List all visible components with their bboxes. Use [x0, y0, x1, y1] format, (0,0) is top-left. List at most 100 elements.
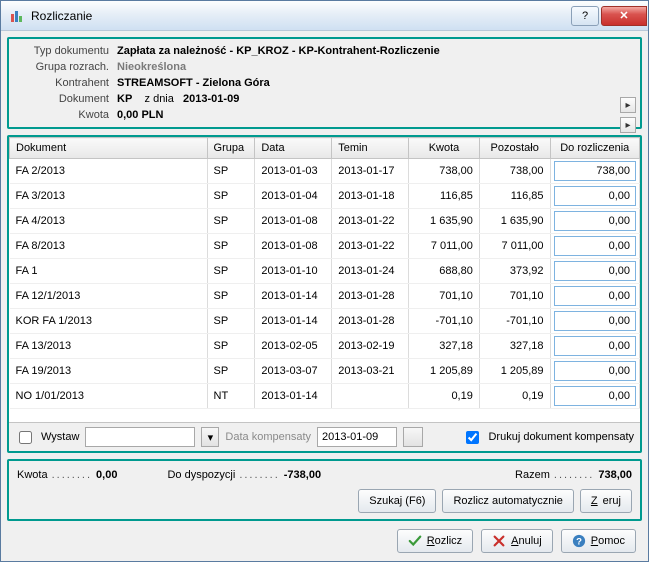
drukuj-checkbox[interactable]	[466, 431, 479, 444]
table-row[interactable]: FA 1SP2013-01-102013-01-24688,80373,92	[10, 259, 640, 284]
lbl-dokument: Dokument	[17, 93, 117, 105]
close-button[interactable]: ✕	[601, 6, 647, 26]
side-arrow-top[interactable]: ▸	[620, 97, 636, 113]
cancel-icon	[492, 534, 506, 548]
cell-kwota: 1 205,89	[409, 359, 480, 384]
col-termin[interactable]: Temin	[332, 138, 409, 159]
table-row[interactable]: FA 2/2013SP2013-01-032013-01-17738,00738…	[10, 159, 640, 184]
check-icon	[408, 534, 422, 548]
cell-kwota: 0,19	[409, 384, 480, 409]
cell-data: 2013-01-03	[255, 159, 332, 184]
data-komp-input[interactable]	[317, 427, 397, 447]
options-panel: Wystaw ▾ Data kompensaty Drukuj dokument…	[9, 422, 640, 451]
col-dorozl[interactable]: Do rozliczenia	[550, 138, 639, 159]
wystaw-checkbox[interactable]	[19, 431, 32, 444]
cell-pozostalo: 1 635,90	[479, 209, 550, 234]
cell-grupa: SP	[207, 309, 255, 334]
cell-grupa: SP	[207, 159, 255, 184]
col-data[interactable]: Data	[255, 138, 332, 159]
cell-grupa: NT	[207, 384, 255, 409]
table-row[interactable]: FA 13/2013SP2013-02-052013-02-19327,1832…	[10, 334, 640, 359]
wystaw-input[interactable]	[85, 427, 195, 447]
table-row[interactable]: FA 3/2013SP2013-01-042013-01-18116,85116…	[10, 184, 640, 209]
rozlicz-button[interactable]: Rozlicz	[397, 529, 473, 553]
cell-grupa: SP	[207, 234, 255, 259]
pomoc-button[interactable]: ? Pomoc	[561, 529, 636, 553]
cell-dorozl	[550, 209, 639, 234]
app-icon	[9, 8, 25, 24]
cell-dorozl	[550, 259, 639, 284]
cell-data: 2013-01-04	[255, 184, 332, 209]
cell-pozostalo: 7 011,00	[479, 234, 550, 259]
data-komp-picker-button[interactable]	[403, 427, 423, 447]
col-dokument[interactable]: Dokument	[10, 138, 208, 159]
sum-kwota-label: Kwota	[17, 469, 48, 481]
zeruj-button[interactable]: Zeruj	[580, 489, 632, 513]
table-row[interactable]: FA 12/1/2013SP2013-01-142013-01-28701,10…	[10, 284, 640, 309]
lbl-kontrahent: Kontrahent	[17, 77, 117, 89]
col-kwota[interactable]: Kwota	[409, 138, 480, 159]
table-row[interactable]: FA 19/2013SP2013-03-072013-03-211 205,89…	[10, 359, 640, 384]
cell-termin: 2013-01-28	[332, 284, 409, 309]
dorozl-input[interactable]	[554, 386, 636, 406]
cell-dokument: FA 2/2013	[10, 159, 208, 184]
dorozl-input[interactable]	[554, 261, 636, 281]
help-button[interactable]: ?	[571, 6, 599, 26]
val-dokument: KP z dnia 2013-01-09	[117, 93, 632, 105]
cell-data: 2013-01-08	[255, 209, 332, 234]
table-row[interactable]: KOR FA 1/2013SP2013-01-142013-01-28-701,…	[10, 309, 640, 334]
cell-kwota: 7 011,00	[409, 234, 480, 259]
table-row[interactable]: FA 8/2013SP2013-01-082013-01-227 011,007…	[10, 234, 640, 259]
rozlicz-auto-button[interactable]: Rozlicz automatycznie	[442, 489, 573, 513]
cell-grupa: SP	[207, 359, 255, 384]
cell-dorozl	[550, 234, 639, 259]
anuluj-rest: nuluj	[519, 535, 542, 547]
cell-grupa: SP	[207, 259, 255, 284]
table-row[interactable]: FA 4/2013SP2013-01-082013-01-221 635,901…	[10, 209, 640, 234]
cell-pozostalo: 0,19	[479, 384, 550, 409]
help-icon: ?	[572, 534, 586, 548]
dialog-window: Rozliczanie ? ✕ Typ dokumentu Zapłata za…	[0, 0, 649, 562]
cell-dorozl	[550, 334, 639, 359]
cell-termin: 2013-01-24	[332, 259, 409, 284]
cell-data: 2013-02-05	[255, 334, 332, 359]
dorozl-input[interactable]	[554, 236, 636, 256]
val-kontrahent: STREAMSOFT - Zielona Góra	[117, 77, 632, 89]
titlebar: Rozliczanie ? ✕	[1, 1, 648, 31]
cell-dokument: NO 1/01/2013	[10, 384, 208, 409]
table-header-row: DokumentGrupaDataTeminKwotaPozostałoDo r…	[10, 138, 640, 159]
documents-table: DokumentGrupaDataTeminKwotaPozostałoDo r…	[9, 137, 640, 409]
dorozl-input[interactable]	[554, 361, 636, 381]
dorozl-input[interactable]	[554, 161, 636, 181]
cell-data: 2013-01-14	[255, 309, 332, 334]
wystaw-dropdown-button[interactable]: ▾	[201, 427, 219, 447]
dorozl-input[interactable]	[554, 186, 636, 206]
cell-termin: 2013-01-22	[332, 209, 409, 234]
side-arrow-bot[interactable]: ▸	[620, 117, 636, 133]
sum-dysp-label: Do dyspozycji	[167, 469, 235, 481]
col-pozostalo[interactable]: Pozostało	[479, 138, 550, 159]
dorozl-input[interactable]	[554, 311, 636, 331]
zeruj-rest: eruj	[603, 495, 621, 507]
szukaj-button[interactable]: Szukaj (F6)	[358, 489, 436, 513]
sum-dysp-value: -738,00	[284, 469, 321, 481]
cell-termin: 2013-01-17	[332, 159, 409, 184]
table-row[interactable]: NO 1/01/2013NT2013-01-140,190,19	[10, 384, 640, 409]
cell-kwota: -701,10	[409, 309, 480, 334]
drukuj-label: Drukuj dokument kompensaty	[488, 431, 634, 443]
cell-grupa: SP	[207, 284, 255, 309]
anuluj-button[interactable]: Anuluj	[481, 529, 553, 553]
cell-dokument: FA 8/2013	[10, 234, 208, 259]
cell-termin: 2013-01-22	[332, 234, 409, 259]
dorozl-input[interactable]	[554, 286, 636, 306]
grid-panel: DokumentGrupaDataTeminKwotaPozostałoDo r…	[7, 135, 642, 453]
dorozl-input[interactable]	[554, 211, 636, 231]
col-grupa[interactable]: Grupa	[207, 138, 255, 159]
cell-pozostalo: 701,10	[479, 284, 550, 309]
dorozl-input[interactable]	[554, 336, 636, 356]
cell-dorozl	[550, 184, 639, 209]
dokument-symbol: KP	[117, 93, 132, 105]
cell-pozostalo: 327,18	[479, 334, 550, 359]
lbl-kwota: Kwota	[17, 109, 117, 121]
cell-kwota: 1 635,90	[409, 209, 480, 234]
